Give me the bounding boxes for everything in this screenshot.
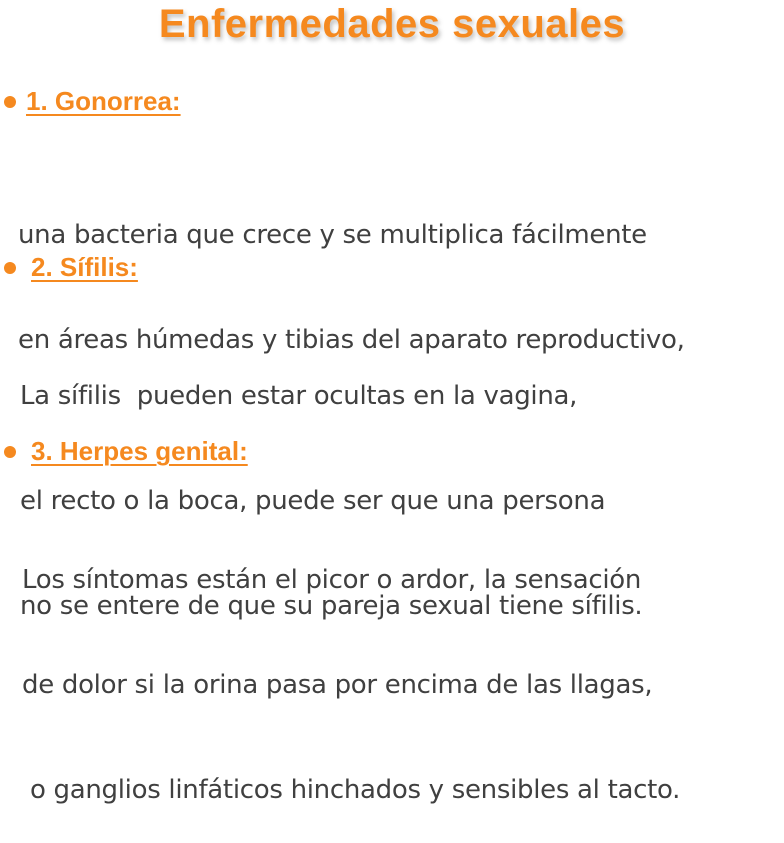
section-heading-sifilis: 2. Sífilis: xyxy=(4,252,138,283)
page-title: Enfermedades sexuales xyxy=(158,2,626,46)
section-heading-gonorrea: 1. Gonorrea: xyxy=(4,86,181,117)
body-line: de dolor si la orina pasa por encima de … xyxy=(22,670,653,700)
body-line: La sífilis pueden estar ocultas en la va… xyxy=(20,381,578,411)
body-line: el recto o la boca, puede ser que una pe… xyxy=(20,486,606,516)
section-heading-label: 1. Gonorrea: xyxy=(26,86,181,116)
section-heading-label: 3. Herpes genital: xyxy=(31,436,248,466)
section-body-herpes: Los síntomas están el picor o ardor, la … xyxy=(22,493,680,843)
body-line: o ganglios linfáticos hinchados y sensib… xyxy=(22,775,681,805)
body-line: en áreas húmedas y tibias del aparato re… xyxy=(18,325,685,355)
bullet-dot-icon xyxy=(4,95,16,108)
bullet-dot-icon xyxy=(4,261,16,274)
body-line: una bacteria que crece y se multiplica f… xyxy=(18,220,647,250)
section-heading-label: 2. Sífilis: xyxy=(31,252,138,282)
body-line: Los síntomas están el picor o ardor, la … xyxy=(22,565,642,595)
bullet-dot-icon xyxy=(4,445,16,458)
section-heading-herpes: 3. Herpes genital: xyxy=(4,436,248,467)
section-body-gonorrea: una bacteria que crece y se multiplica f… xyxy=(18,148,685,393)
